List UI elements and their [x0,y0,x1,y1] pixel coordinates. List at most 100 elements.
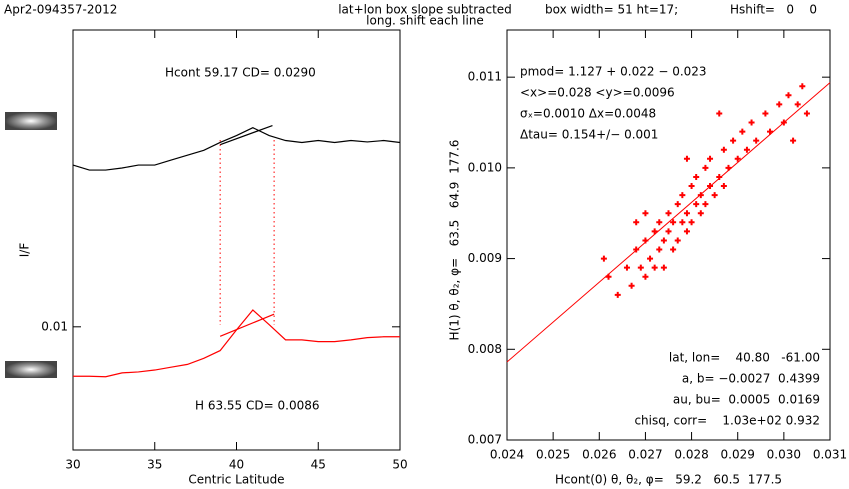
point [720,183,727,190]
point [803,110,810,117]
data-line [219,313,275,337]
annotation: chisq, corr= 1.03e+02 0.932 [634,414,820,428]
x-tick-label: 0.026 [582,448,616,462]
point [785,92,792,99]
y-tick-label: 0.011 [468,70,502,84]
point [656,246,663,253]
y-tick-label: 0.010 [468,160,502,174]
box-label: box width= 51 ht=17; [545,3,678,17]
thumbnail [5,112,57,130]
point [748,119,755,126]
point [670,219,677,226]
x-tick-label: 0.030 [767,448,801,462]
point [633,246,640,253]
point [665,228,672,235]
point [697,210,704,217]
point [623,264,630,271]
annotation: Hcont 59.17 CD= 0.0290 [165,66,316,80]
x-tick-label: 50 [392,458,407,472]
point [688,219,695,226]
annotation: pmod= 1.127 + 0.022 − 0.023 [520,65,707,79]
x-tick-label: 40 [229,458,244,472]
point [693,173,700,180]
point [614,291,621,298]
point [730,137,737,144]
method-label: lat+lon box slope subtracted [338,3,512,17]
point [674,201,681,208]
point [753,137,760,144]
point [633,219,640,226]
x-axis-label: Hcont(0) θ, θ₂, φ= 59.2 60.5 177.5 [555,473,782,487]
annotation: σₓ=0.0010 Δx=0.0048 [520,107,656,121]
point [670,246,677,253]
point [683,228,690,235]
point [660,264,667,271]
x-tick-label: 0.029 [721,448,755,462]
point [674,237,681,244]
point [665,210,672,217]
x-tick-label: 0.031 [813,448,847,462]
point [642,210,649,217]
point [679,219,686,226]
point [743,146,750,153]
point [776,101,783,108]
thumbnail [5,361,57,378]
point [702,164,709,171]
point [688,183,695,190]
y-tick-label: 0.008 [468,342,502,356]
x-axis-label: Centric Latitude [188,473,284,487]
x-tick-label: 45 [311,458,326,472]
point [739,128,746,135]
data-line [219,124,273,146]
point [683,210,690,217]
point [734,155,741,162]
y-tick-label: 0.01 [41,319,68,333]
point [656,219,663,226]
x-tick-label: 0.027 [628,448,662,462]
point [790,137,797,144]
point [642,273,649,280]
plot-frame [506,29,831,441]
point [651,264,658,271]
data-line [73,309,400,378]
annotation: H 63.55 CD= 0.0086 [195,399,319,413]
x-tick-label: 35 [147,458,162,472]
annotation: au, bu= 0.0005 0.0169 [673,393,820,407]
point [711,192,718,199]
point [660,237,667,244]
point [637,264,644,271]
point [762,110,769,117]
x-tick-label: 0.028 [674,448,708,462]
y-tick-label: 0.009 [468,251,502,265]
point [628,282,635,289]
hshift-label: Hshift= 0 0 [730,3,817,17]
point [767,128,774,135]
plot-frame [72,29,401,451]
point [720,146,727,153]
point [799,83,806,90]
x-tick-label: 0.024 [490,448,524,462]
annotation: a, b= −0.0027 0.4399 [682,372,820,386]
y-axis-label: I/F [18,243,32,258]
file-label: Apr2-094357-2012 [4,3,117,17]
point [697,192,704,199]
point [679,192,686,199]
annotation: <x>=0.028 <y>=0.0096 [520,86,675,100]
point [647,255,654,262]
point [794,101,801,108]
annotation: Δtau= 0.154+/− 0.001 [520,128,658,142]
data-line [72,127,401,171]
shift-label: long. shift each line [366,14,484,28]
fit-line [506,82,831,363]
x-tick-label: 0.025 [536,448,570,462]
y-tick-label: 0.007 [468,433,502,447]
point [651,228,658,235]
point [716,110,723,117]
point [707,155,714,162]
y-axis-label: H(1) θ, θ₂, φ= 63.5 64.9 177.6 [448,140,462,341]
annotation: lat, lon= 40.80 -61.00 [669,351,820,365]
point [693,201,700,208]
point [683,155,690,162]
